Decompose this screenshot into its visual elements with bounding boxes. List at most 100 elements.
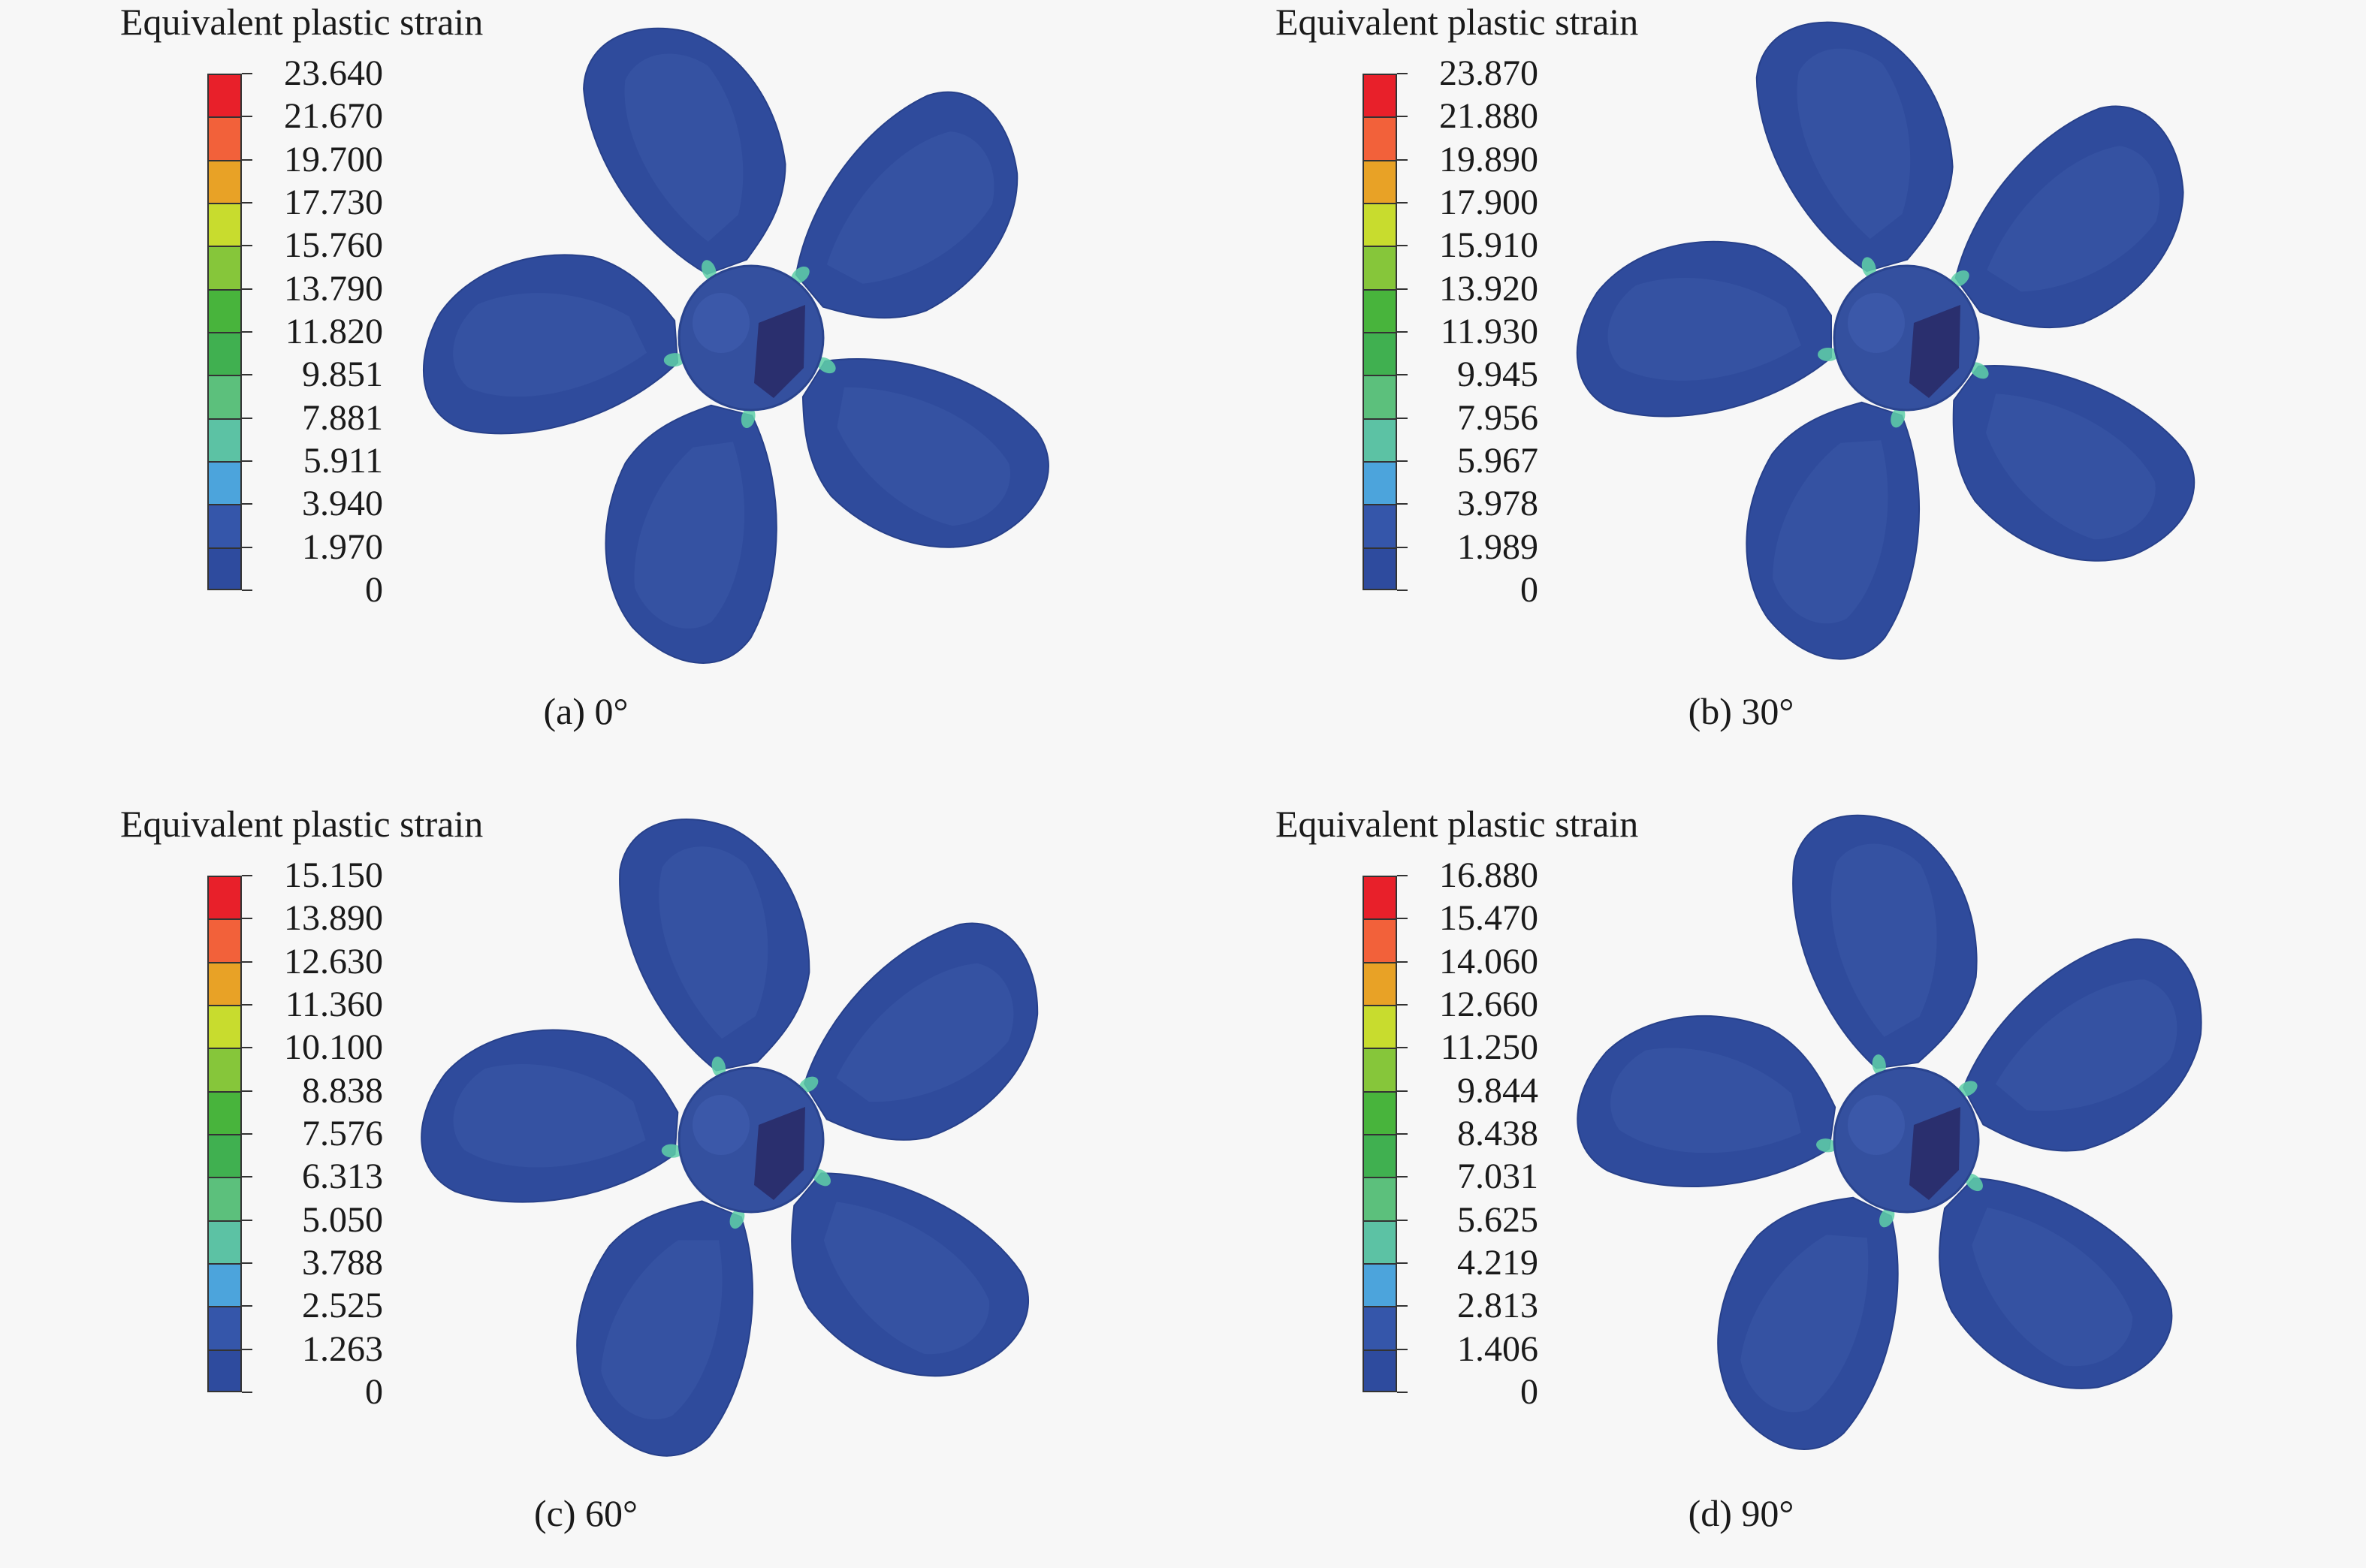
color-scale-segment bbox=[1363, 203, 1397, 246]
scale-tick bbox=[1397, 1392, 1408, 1393]
scale-tick bbox=[1397, 1348, 1408, 1350]
scale-tick bbox=[242, 546, 252, 548]
hub-shadow bbox=[1909, 305, 1960, 398]
scale-tick-label: 7.956 bbox=[1457, 397, 1538, 438]
scale-tick bbox=[242, 116, 252, 118]
scale-tick-label: 12.660 bbox=[1439, 985, 1538, 1024]
caption-b: (b) 30° bbox=[1688, 690, 1794, 732]
color-scale-segment bbox=[207, 1134, 242, 1178]
scale-tick-label: 16.880 bbox=[1439, 855, 1538, 895]
scale-tick bbox=[1397, 202, 1408, 204]
color-scale-segment bbox=[207, 418, 242, 461]
scale-tick bbox=[1397, 960, 1408, 963]
scale-tick bbox=[242, 1305, 252, 1307]
color-scale-segment bbox=[1363, 876, 1397, 919]
color-scale-segment bbox=[207, 246, 242, 289]
scale-tick-label: 11.360 bbox=[285, 985, 383, 1024]
scale-tick-label: 2.813 bbox=[1457, 1286, 1538, 1326]
propeller-blade bbox=[791, 1168, 1029, 1377]
hub-shadow bbox=[754, 1107, 805, 1200]
color-scale-segment bbox=[1363, 1177, 1397, 1220]
hub-shadow bbox=[754, 305, 805, 398]
color-scale-segment bbox=[1363, 504, 1397, 547]
scale-tick bbox=[242, 73, 252, 74]
scale-tick-label: 19.890 bbox=[1439, 139, 1538, 179]
color-scale-segment bbox=[1363, 1134, 1397, 1178]
scale-tick-label: 7.576 bbox=[302, 1114, 383, 1153]
scale-tick-label: 11.820 bbox=[285, 312, 383, 351]
scale-tick-label: 14.060 bbox=[1439, 941, 1538, 982]
color-scale-segment bbox=[207, 876, 242, 919]
scale-tick bbox=[1397, 918, 1408, 920]
scale-tick-label: 3.978 bbox=[1457, 484, 1538, 524]
caption-c: (c) 60° bbox=[534, 1492, 638, 1534]
scale-tick-label: 10.100 bbox=[284, 1027, 383, 1068]
color-scale-segment bbox=[207, 288, 242, 332]
scale-tick-label: 17.900 bbox=[1439, 182, 1538, 222]
scale-tick-label: 15.470 bbox=[1439, 898, 1538, 939]
scale-tick-label: 9.851 bbox=[302, 354, 383, 395]
scale-tick-label: 1.970 bbox=[302, 526, 383, 567]
scale-tick-label: 5.625 bbox=[1457, 1199, 1538, 1240]
color-scale-segment bbox=[207, 1177, 242, 1220]
scale-tick bbox=[1397, 1090, 1408, 1092]
scale-tick bbox=[242, 1090, 252, 1092]
color-scale-segment bbox=[1363, 1005, 1397, 1048]
scale-tick bbox=[1397, 417, 1408, 419]
scale-tick-label: 9.945 bbox=[1457, 354, 1538, 395]
color-scale-segment bbox=[1363, 1263, 1397, 1307]
propeller-contour-plot bbox=[1576, 21, 2195, 660]
scale-tick bbox=[242, 918, 252, 920]
scale-tick bbox=[242, 460, 252, 462]
scale-tick bbox=[242, 417, 252, 419]
scale-tick bbox=[1397, 245, 1408, 247]
legend-title: Equivalent plastic strain bbox=[120, 1, 484, 43]
scale-tick bbox=[242, 875, 252, 876]
color-scale-segment bbox=[1363, 246, 1397, 289]
scale-tick-label: 11.250 bbox=[1440, 1027, 1538, 1068]
color-scale-segment bbox=[207, 1005, 242, 1048]
color-scale-segment bbox=[207, 1349, 242, 1392]
scale-tick-label: 21.880 bbox=[1439, 96, 1538, 137]
scale-tick-label: 7.881 bbox=[302, 397, 383, 438]
color-scale-segment bbox=[1363, 159, 1397, 203]
scale-tick-label: 7.031 bbox=[1457, 1156, 1538, 1197]
scale-tick-label: 23.640 bbox=[284, 53, 383, 93]
scale-tick bbox=[1397, 288, 1408, 290]
scale-tick-label: 2.525 bbox=[302, 1286, 383, 1326]
color-scale-segment bbox=[1363, 547, 1397, 590]
scale-tick bbox=[242, 960, 252, 963]
propeller-contour-plot bbox=[422, 27, 1049, 664]
color-scale-segment bbox=[1363, 375, 1397, 418]
scale-tick bbox=[1397, 460, 1408, 462]
scale-tick bbox=[1397, 73, 1408, 74]
scale-tick bbox=[242, 1392, 252, 1393]
scale-tick-label: 17.730 bbox=[284, 182, 383, 222]
scale-tick-label: 5.050 bbox=[302, 1199, 383, 1240]
scale-tick-label: 8.838 bbox=[302, 1070, 383, 1111]
scale-tick bbox=[1397, 158, 1408, 161]
color-scale-segment bbox=[207, 461, 242, 505]
color-scale-bar bbox=[1363, 74, 1397, 590]
color-scale-segment bbox=[207, 504, 242, 547]
scale-tick bbox=[242, 503, 252, 505]
propeller-blade bbox=[798, 922, 1039, 1141]
legend-title: Equivalent plastic strain bbox=[1275, 803, 1639, 845]
legend-title: Equivalent plastic strain bbox=[1275, 1, 1639, 43]
color-scale-segment bbox=[207, 1220, 242, 1263]
scale-tick-label: 13.890 bbox=[284, 898, 383, 939]
propeller-blade bbox=[801, 357, 1049, 548]
scale-tick-label: 8.438 bbox=[1457, 1114, 1538, 1153]
scale-tick-label: 0 bbox=[1520, 1372, 1538, 1412]
scale-tick-label: 11.930 bbox=[1440, 312, 1538, 351]
color-scale-segment bbox=[1363, 1306, 1397, 1349]
scale-tick bbox=[1397, 503, 1408, 505]
propeller-blade bbox=[1950, 105, 2184, 329]
scale-tick bbox=[242, 1219, 252, 1221]
color-scale-segment bbox=[207, 116, 242, 160]
caption-d: (d) 90° bbox=[1688, 1492, 1794, 1534]
scale-tick-label: 21.670 bbox=[284, 96, 383, 137]
panel-d: Equivalent plastic strain 16.880 15.470 14.… bbox=[1155, 802, 2312, 1568]
propeller-blade bbox=[422, 254, 685, 435]
scale-tick-label: 4.219 bbox=[1457, 1243, 1538, 1283]
